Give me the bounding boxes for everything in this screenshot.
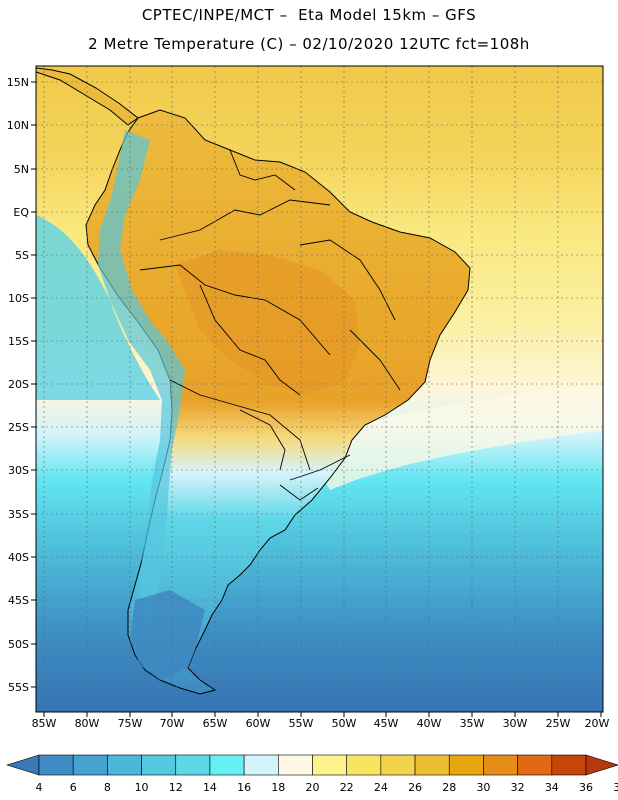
colorbar-bin: [551, 754, 587, 776]
colorbar-bin: [107, 754, 142, 776]
colorbar-label: 4: [36, 781, 43, 794]
andes-cool-strip: [98, 130, 185, 620]
colorbar-label: 20: [306, 781, 320, 794]
lon-label: 60W: [246, 717, 271, 730]
lat-label: 50S: [8, 638, 29, 651]
lat-label: 35S: [8, 508, 29, 521]
latitude-labels: 15N 10N 5N EQ 5S 10S 15S 20S 25S 30S 35S…: [7, 76, 30, 694]
colorbar-label: 36: [579, 781, 593, 794]
lat-label: 40S: [8, 551, 29, 564]
colorbar-label: 34: [545, 781, 559, 794]
lon-label: 30W: [503, 717, 528, 730]
lon-label: 70W: [160, 717, 185, 730]
lon-label: 25W: [546, 717, 571, 730]
colorbar-bin: [483, 754, 518, 776]
colorbar-bin: [517, 754, 553, 776]
lat-label: 10N: [7, 119, 29, 132]
colorbar-label: 8: [104, 781, 111, 794]
lon-label: 20W: [585, 717, 610, 730]
map-title-line1: CPTEC/INPE/MCT – Eta Model 15km – GFS: [141, 6, 477, 24]
lat-label: 55S: [8, 681, 29, 694]
colorbar-label: 32: [511, 781, 525, 794]
colorbar-low-arrow: [5, 754, 40, 776]
colorbar-bin: [209, 754, 245, 776]
colorbar-label: 12: [169, 781, 183, 794]
colorbar-bin: [278, 754, 313, 776]
colorbar-bin: [346, 754, 382, 776]
map-frame: [35, 65, 604, 713]
central-america-land: [36, 67, 139, 126]
lon-label: 65W: [203, 717, 228, 730]
colorbar-label: 14: [203, 781, 217, 794]
lat-label: 45S: [8, 594, 29, 607]
colorbar-bin: [448, 754, 484, 776]
lon-label: 85W: [32, 717, 57, 730]
pale-subtropical-band: [300, 385, 603, 490]
colorbar-label: 6: [70, 781, 77, 794]
colorbar-bin: [380, 754, 416, 776]
lat-label: 15N: [7, 76, 29, 89]
colorbar-bin: [175, 754, 211, 776]
lon-label: 55W: [289, 717, 314, 730]
map-panel: [35, 65, 604, 713]
colorbar-bin: [141, 754, 177, 776]
lat-label: EQ: [13, 206, 29, 219]
axis-ticks: [31, 81, 602, 717]
colorbar-label: 28: [442, 781, 456, 794]
colorbar-label: 30: [476, 781, 490, 794]
map-title-line2: 2 Metre Temperature (C) – 02/10/2020 12U…: [88, 35, 530, 53]
colorbar-label: 18: [271, 781, 285, 794]
colorbar-bin: [72, 754, 108, 776]
cool-pacific-tongue: [36, 215, 160, 400]
colorbar-bin: [312, 754, 347, 776]
colorbar-label: 10: [135, 781, 149, 794]
lon-label: 75W: [118, 717, 143, 730]
colorbar-bin: [38, 754, 74, 776]
lon-label: 35W: [460, 717, 485, 730]
colorbar-label: 22: [340, 781, 354, 794]
colorbar-bin: [243, 754, 279, 776]
lon-label: 80W: [75, 717, 100, 730]
lat-label: 10S: [8, 292, 29, 305]
lat-label: 15S: [8, 335, 29, 348]
lat-label: 5S: [15, 249, 29, 262]
colorbar-high-arrow: [585, 754, 618, 776]
colorbar-label: 26: [408, 781, 422, 794]
colorbar-label: 16: [237, 781, 251, 794]
lon-label: 45W: [374, 717, 399, 730]
lat-label: 25S: [8, 421, 29, 434]
colorbar-label: 38: [613, 781, 618, 794]
hot-interior-region: [175, 250, 360, 395]
colorbar-bin: [414, 754, 450, 776]
lon-label: 40W: [417, 717, 442, 730]
patagonia-cold-region: [130, 590, 205, 680]
colorbar-label: 24: [374, 781, 388, 794]
lon-label: 50W: [332, 717, 357, 730]
lat-label: 5N: [14, 163, 29, 176]
lat-label: 30S: [8, 464, 29, 477]
lat-label: 20S: [8, 378, 29, 391]
temperature-colorbar: 4 6 8 10 12 14 16 18 20 22 24 26 28 30 32 34 36 38: [5, 754, 618, 794]
longitude-labels: 85W 80W 75W 70W 65W 60W 55W 50W 45W 40W …: [32, 717, 610, 730]
country-borders: [139, 149, 401, 501]
